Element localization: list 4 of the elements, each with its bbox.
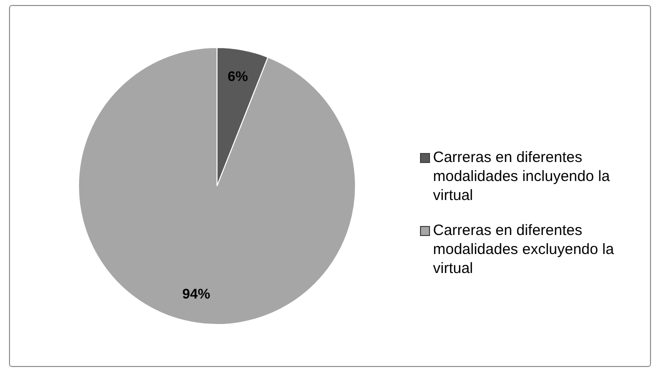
- legend-label: Carreras en diferentes modalidades incluyendo la virtual: [433, 148, 611, 205]
- data-label: 6%: [228, 68, 248, 84]
- legend-label: Carreras en diferentes modalidades excluyendo la virtual: [433, 221, 615, 278]
- data-label: 94%: [182, 286, 211, 302]
